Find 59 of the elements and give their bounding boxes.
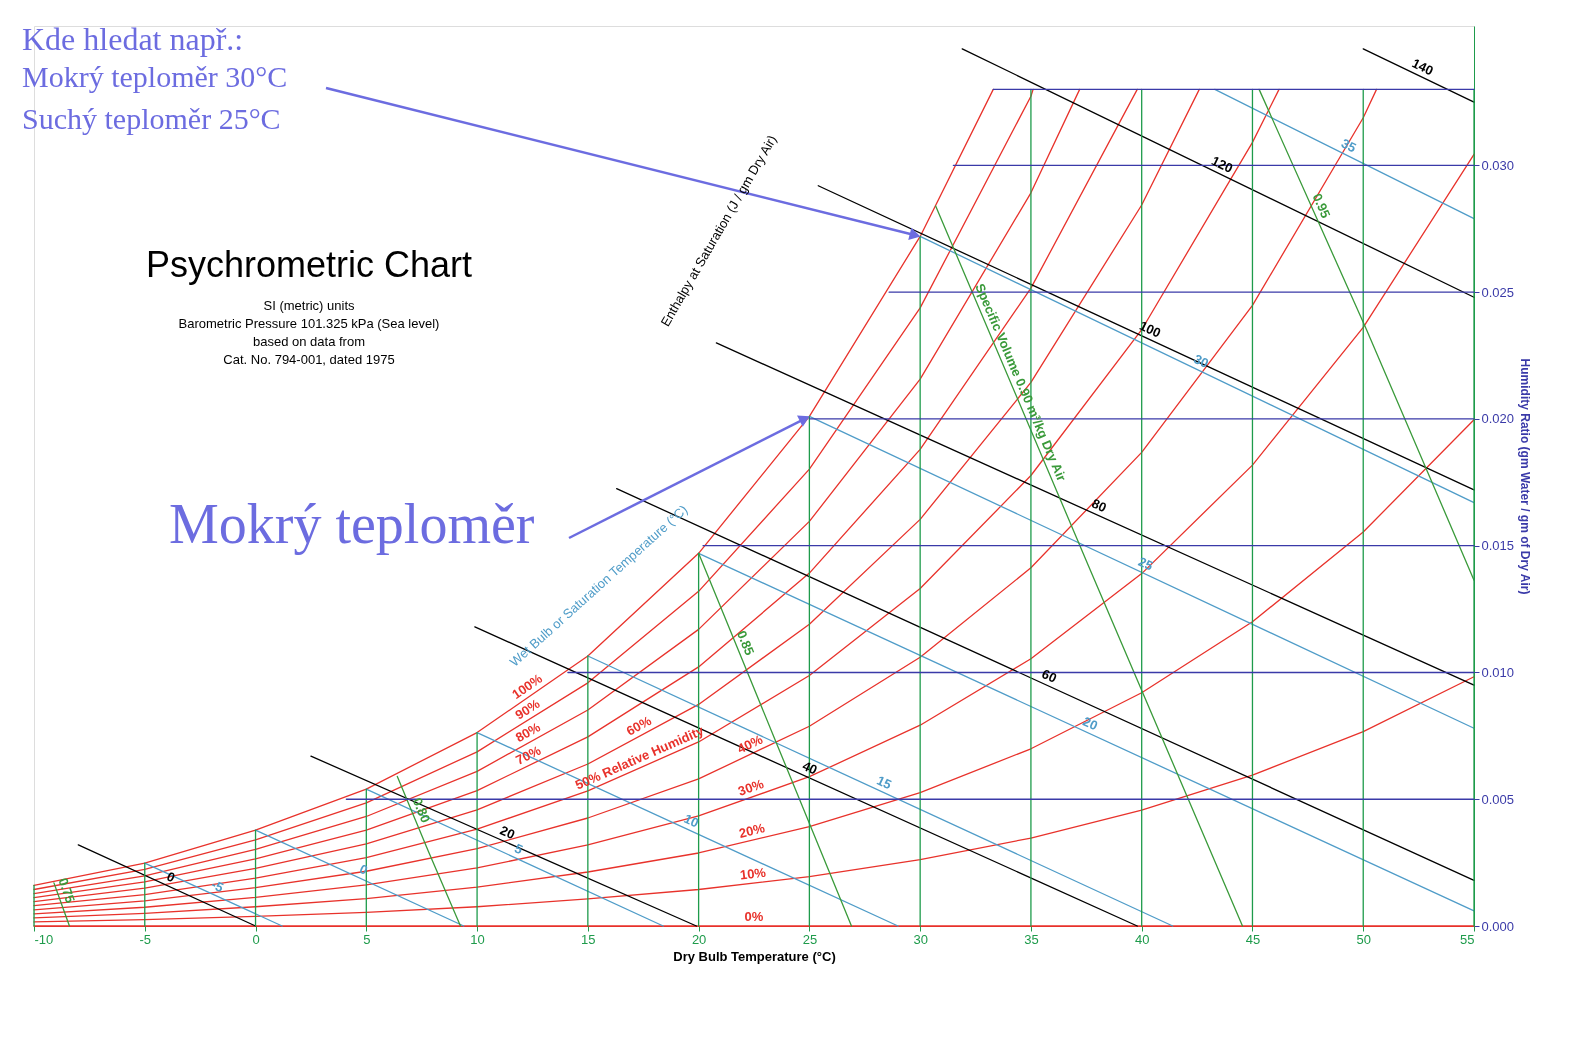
text: 20 <box>1080 713 1100 734</box>
text: 40% <box>734 731 766 757</box>
x-tick-label: 45 <box>1245 931 1261 947</box>
x-tick-label: 0 <box>252 931 260 947</box>
annotation: Kde hledat např.: <box>22 21 244 57</box>
text: 0.80 <box>409 795 434 825</box>
text: 60 <box>1039 666 1059 686</box>
x-tick-label: 30 <box>913 931 928 947</box>
y-tick-label: 0.020 <box>1481 411 1515 427</box>
text: 30 <box>1191 351 1211 371</box>
text: 5 <box>512 840 526 858</box>
text: Psychrometric Chart <box>145 244 473 285</box>
x-axis-title: Dry Bulb Temperature (°C) <box>673 948 836 964</box>
x-tick-label: 15 <box>581 931 596 947</box>
text: 15 <box>874 772 894 793</box>
text: 0.95 <box>1309 191 1334 221</box>
annotation: Mokrý teploměr <box>169 493 535 555</box>
x-tick-label: 50 <box>1356 931 1371 947</box>
text: 80 <box>1089 495 1109 516</box>
text: 0.85 <box>733 628 758 658</box>
x-tick-label: 40 <box>1134 931 1150 947</box>
text: 30% <box>736 775 766 799</box>
text: SI (metric) units <box>263 298 355 313</box>
text: -5 <box>209 876 226 896</box>
annotation: Suchý teploměr 25°C <box>22 102 281 135</box>
text: 60% <box>623 712 655 739</box>
y-axis-title: Humidity Ratio (gm Water / gm of Dry Air) <box>1518 358 1533 595</box>
y-tick-label: 0.015 <box>1481 538 1515 554</box>
text: 0.75 <box>55 876 79 905</box>
text: 0 <box>357 861 371 878</box>
text: 0 <box>164 868 178 886</box>
text: 35 <box>1338 135 1359 156</box>
x-tick-label: 10 <box>470 931 485 947</box>
text: 120 <box>1209 153 1236 176</box>
annotation: Mokrý teploměr 30°C <box>22 60 288 93</box>
y-tick-label: 0.025 <box>1481 284 1515 300</box>
x-tick-label: -5 <box>139 931 152 947</box>
text: Cat. No. 794-001, dated 1975 <box>223 352 395 367</box>
text: 20% <box>737 820 767 841</box>
text: 10% <box>739 864 768 883</box>
text: 10 <box>681 810 702 831</box>
text: 140 <box>1409 55 1436 79</box>
text: 40 <box>800 757 820 778</box>
y-tick-label: 0.010 <box>1481 664 1515 680</box>
y-tick-label: 0.030 <box>1481 157 1515 173</box>
text: 25 <box>1135 553 1156 574</box>
y-tick-label: 0.005 <box>1481 791 1515 807</box>
x-tick-label: 25 <box>802 931 818 947</box>
x-tick-label: -10 <box>34 931 54 947</box>
text: based on data from <box>252 334 366 349</box>
x-tick-label: 35 <box>1024 931 1039 947</box>
x-tick-label: 20 <box>691 931 707 947</box>
text: Barometric Pressure 101.325 kPa (Sea level) <box>178 316 440 331</box>
x-tick-label: 5 <box>363 931 371 947</box>
y-tick-label: 0.000 <box>1481 918 1515 934</box>
series-label: 0% <box>744 909 764 924</box>
text: 20 <box>497 822 518 843</box>
text: 100 <box>1137 317 1164 341</box>
x-tick-label: 55 <box>1460 931 1475 947</box>
